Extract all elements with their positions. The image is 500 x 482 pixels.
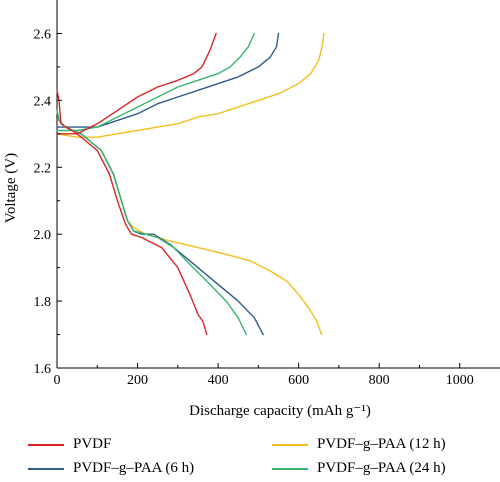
- x-tick-label: 0: [54, 373, 61, 388]
- legend-label: PVDF: [73, 436, 112, 452]
- x-tick-label: 800: [369, 373, 390, 388]
- y-tick-label: 2.4: [34, 94, 52, 109]
- series-line-charge: [56, 32, 217, 135]
- y-tick-label: 1.6: [34, 362, 52, 377]
- legend-label: PVDF–g–PAA (12 h): [317, 436, 446, 452]
- legend-item-24h: PVDF–g–PAA (24 h): [272, 460, 446, 477]
- legend-swatch: [28, 467, 64, 470]
- legend-label: PVDF–g–PAA (6 h): [73, 460, 195, 476]
- x-tick-label: 200: [127, 373, 148, 388]
- y-tick-label: 2.2: [34, 161, 52, 176]
- y-axis-label: Voltage (V): [3, 153, 19, 223]
- series-line-charge: [56, 32, 280, 128]
- x-tick-label: 600: [288, 373, 309, 388]
- legend-swatch: [272, 467, 308, 470]
- legend-item-12h: PVDF–g–PAA (12 h): [272, 436, 446, 453]
- legend-swatch: [272, 443, 308, 446]
- series-line-discharge: [56, 109, 264, 336]
- y-tick-label: 2.0: [34, 228, 52, 243]
- x-tick-label: 1000: [446, 373, 474, 388]
- x-tick-label: 400: [208, 373, 229, 388]
- series-line-discharge: [56, 109, 323, 336]
- series-line-charge: [56, 32, 325, 138]
- ticks-group: 0 200 400 600 800 1000 1.6 1.8 2.0 2.2 2.4 2.6: [34, 27, 474, 388]
- legend-item-6h: PVDF–g–PAA (6 h): [28, 460, 194, 477]
- legend-item-pvdf: PVDF: [28, 436, 111, 453]
- x-axis-label: Discharge capacity (mAh g⁻¹): [189, 403, 371, 419]
- series-line-discharge: [56, 109, 248, 336]
- series-line-charge: [56, 32, 256, 132]
- legend-swatch: [28, 443, 64, 446]
- legend-label: PVDF–g–PAA (24 h): [317, 460, 446, 476]
- series-line-discharge: [56, 89, 208, 336]
- y-tick-label: 1.8: [34, 295, 52, 310]
- series-group: [56, 32, 325, 336]
- y-tick-label: 2.6: [34, 27, 52, 42]
- plot-frame-group: [56, 0, 500, 369]
